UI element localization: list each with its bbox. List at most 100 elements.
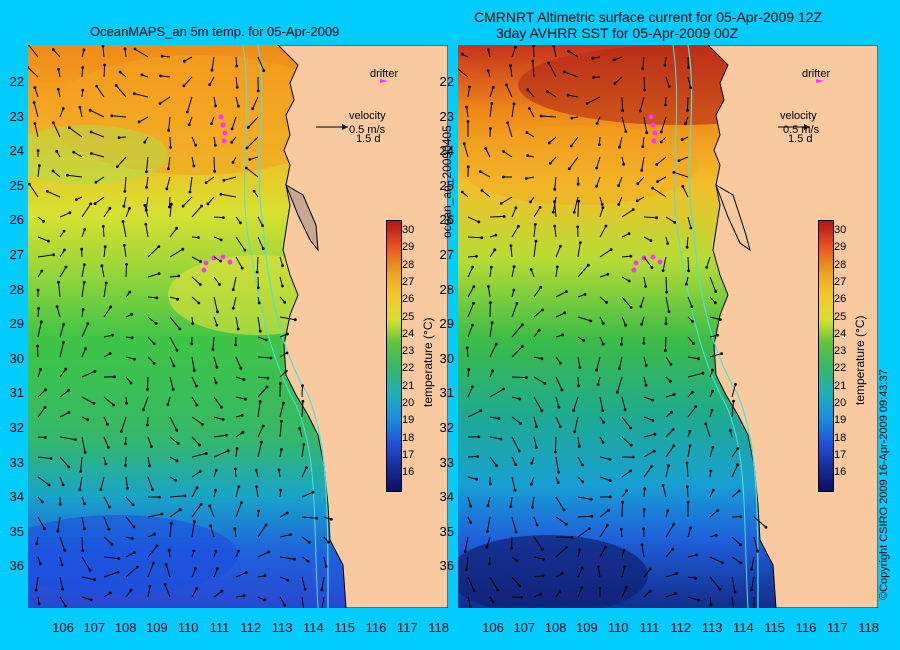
current-vector-arrow (247, 116, 259, 128)
current-vector-arrow (59, 212, 71, 218)
current-vector-head (255, 485, 258, 489)
current-vector-arrow (507, 122, 513, 138)
current-vector-arrow (235, 448, 238, 458)
current-vector-arrow (621, 255, 631, 258)
current-vector-arrow (577, 496, 592, 500)
current-vector-arrow (503, 151, 513, 158)
current-vector-arrow (115, 85, 127, 98)
current-vector-head (736, 463, 740, 467)
current-vector-head (709, 469, 713, 473)
current-vector-head (580, 586, 584, 589)
current-vector-head (165, 187, 169, 191)
current-vector-arrow (577, 515, 592, 518)
current-vector-head (620, 342, 623, 346)
current-vector-head (37, 602, 41, 606)
current-vector-head (143, 140, 147, 144)
current-vector-head (640, 543, 644, 547)
current-vector-head (183, 494, 187, 498)
current-vector-arrow (301, 516, 317, 519)
current-vector-arrow (466, 107, 469, 118)
current-vector-head (640, 169, 644, 172)
current-vector-head (192, 369, 196, 372)
current-vector-arrow (709, 510, 719, 518)
current-vector-head (123, 190, 127, 193)
current-vector-arrow (555, 266, 558, 278)
current-vector-head (107, 527, 111, 531)
current-vector-head (478, 170, 482, 173)
current-vector-arrow (577, 264, 589, 278)
current-vector-head (39, 368, 42, 371)
latitude-tick-label: 35 (439, 523, 454, 539)
current-vector-arrow (489, 103, 493, 118)
current-vector-arrow (209, 505, 215, 518)
current-vector-arrow (191, 156, 195, 167)
longitude-tick-label: 115 (764, 620, 786, 635)
current-vector-head (33, 86, 37, 89)
current-vector-head (128, 290, 132, 294)
australian-coastline (277, 45, 448, 608)
current-vector-head (569, 144, 573, 148)
current-vector-head (691, 320, 694, 323)
current-vector-head (56, 529, 60, 533)
latitude-tick-label: 36 (439, 558, 454, 574)
current-vector-head (174, 478, 178, 482)
current-vector-head (643, 487, 647, 490)
latitude-tick-label: 26 (9, 212, 24, 228)
latitude-tick-label: 31 (9, 385, 24, 401)
longitude-tick-label: 115 (334, 620, 356, 635)
current-vector-head (661, 269, 665, 272)
current-vector-arrow (256, 256, 259, 273)
current-vector-head (130, 336, 134, 340)
current-vector-head (101, 225, 105, 228)
current-vector-arrow (257, 316, 261, 332)
current-vector-head (629, 443, 633, 447)
current-vector-head (750, 568, 753, 571)
current-vector-head (81, 308, 85, 311)
drifter-track-north (648, 114, 658, 144)
current-vector-arrow (554, 226, 557, 238)
current-vector-head (756, 549, 759, 553)
current-vector-arrow (467, 216, 480, 223)
current-vector-arrow (533, 207, 541, 218)
current-vector-head (512, 265, 516, 269)
current-vector-head (462, 142, 466, 146)
current-vector-head (301, 384, 304, 387)
current-vector-head (163, 583, 167, 586)
current-vector-head (686, 66, 690, 69)
current-vector-head (539, 592, 542, 596)
current-vector-head (517, 224, 520, 228)
current-vector-arrow (643, 568, 651, 578)
current-vector-head (214, 488, 218, 492)
current-vector-head (89, 202, 93, 206)
current-vector-arrow (279, 276, 283, 287)
current-vector-arrow (69, 127, 83, 138)
current-vector-arrow (533, 536, 543, 550)
current-vector-head (286, 578, 290, 582)
current-vector-head (598, 586, 602, 590)
current-vector-arrow (686, 236, 689, 248)
current-vector-arrow (687, 406, 697, 418)
current-vector-head (83, 502, 86, 506)
current-vector-head (709, 603, 713, 607)
latitude-tick-label: 35 (9, 523, 24, 539)
current-vector-arrow (533, 286, 542, 298)
current-vector-head (590, 514, 594, 518)
current-vector-head (553, 200, 556, 204)
current-vector-head (750, 588, 753, 592)
current-vector-head (529, 200, 532, 204)
current-vector-arrow (235, 76, 238, 88)
colorbar-tick-label: 26 (402, 293, 415, 306)
current-vector-head (512, 102, 516, 106)
current-vector-head (510, 546, 513, 550)
latitude-tick-label: 29 (9, 316, 24, 332)
velocity-legend-period: 1.5 d (788, 133, 813, 145)
current-vector-head (608, 458, 612, 461)
current-vector-head (554, 450, 557, 454)
current-vector-head (697, 357, 700, 361)
current-vector-head (598, 143, 601, 146)
current-vector-head (157, 272, 161, 275)
current-vector-head (667, 464, 670, 467)
current-vector-arrow (599, 396, 604, 411)
current-vector-head (672, 444, 676, 448)
colorbar-tick-label: 24 (402, 327, 415, 340)
